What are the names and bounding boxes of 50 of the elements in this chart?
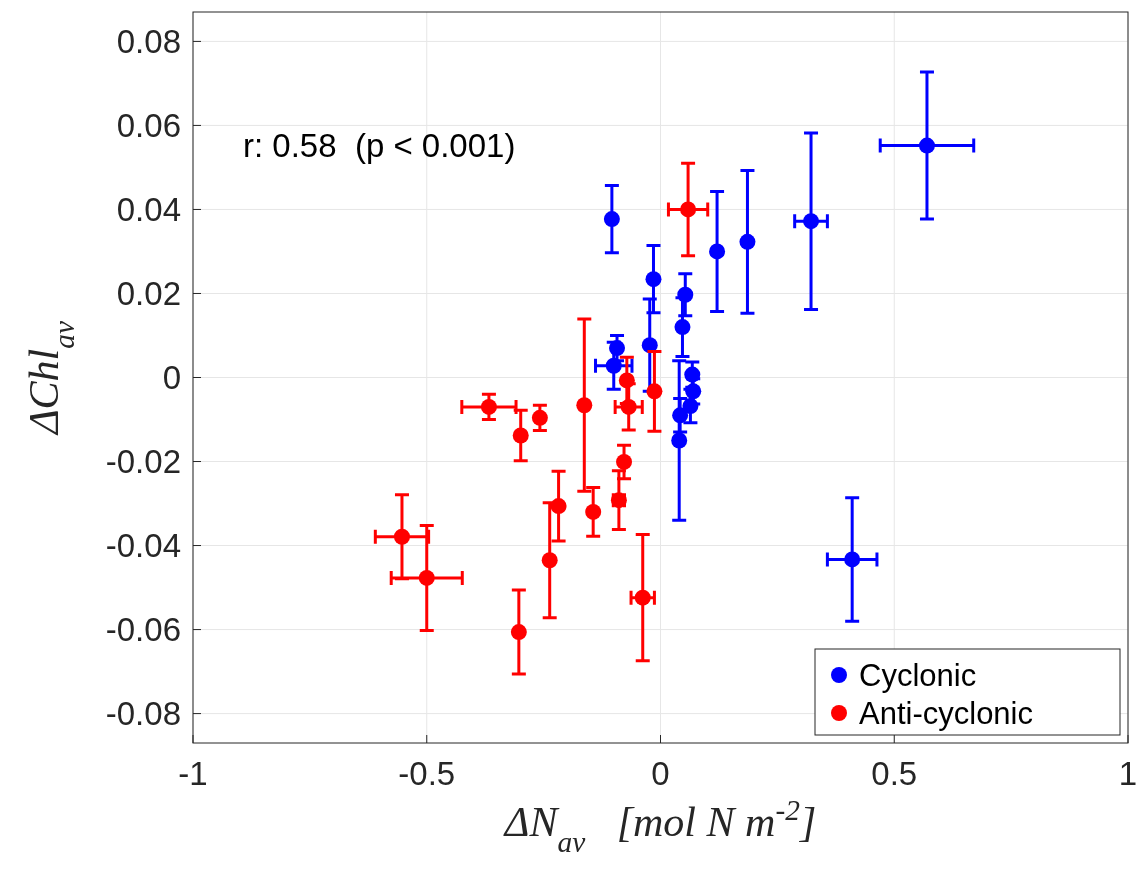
point [739, 233, 756, 250]
point [585, 503, 602, 520]
point [803, 213, 820, 230]
point [603, 211, 620, 228]
y-tick-label: 0 [162, 359, 181, 397]
x-tick-label: 0 [651, 755, 670, 792]
point [684, 366, 701, 383]
point [393, 528, 410, 545]
point [671, 432, 688, 449]
point [709, 243, 726, 260]
point [620, 398, 637, 415]
x-tick-label: -0.5 [398, 755, 456, 792]
point [616, 453, 633, 470]
point [682, 398, 699, 415]
point [685, 383, 702, 400]
point [541, 552, 558, 569]
point [618, 372, 635, 389]
y-tick-label: 0.06 [116, 106, 181, 144]
point [605, 357, 622, 374]
annotation: r: 0.58 (p < 0.001) [243, 127, 516, 164]
point [418, 569, 435, 586]
point [674, 319, 691, 336]
point [609, 340, 626, 357]
point [918, 137, 935, 154]
y-tick-label: -0.06 [105, 611, 181, 649]
point [550, 498, 567, 515]
x-tick-label: 1 [1118, 755, 1138, 792]
point [480, 398, 497, 415]
y-tick-label: 0.04 [116, 191, 181, 228]
point [646, 383, 663, 400]
point [677, 286, 694, 303]
point [531, 409, 548, 426]
point [672, 407, 689, 424]
x-tick-label: 0.5 [871, 755, 918, 792]
x-axis-title: ΔN$_{av}$ [mol N m$^{-2}$] [502, 794, 817, 858]
point [512, 427, 529, 444]
point [510, 624, 527, 641]
point [844, 551, 861, 568]
x-tick-label: -1 [178, 755, 208, 792]
y-tick-label: 0.08 [116, 22, 181, 60]
point [576, 397, 593, 414]
y-tick-label: -0.08 [105, 695, 181, 733]
point [645, 271, 662, 288]
y-tick-label: -0.04 [105, 527, 181, 565]
point [680, 201, 697, 218]
legend-label: Cyclonic [859, 657, 977, 693]
legend-label: Anti-cyclonic [859, 695, 1033, 731]
point [634, 589, 651, 606]
y-tick-label: -0.02 [105, 443, 181, 481]
y-tick-label: 0.02 [116, 275, 181, 313]
